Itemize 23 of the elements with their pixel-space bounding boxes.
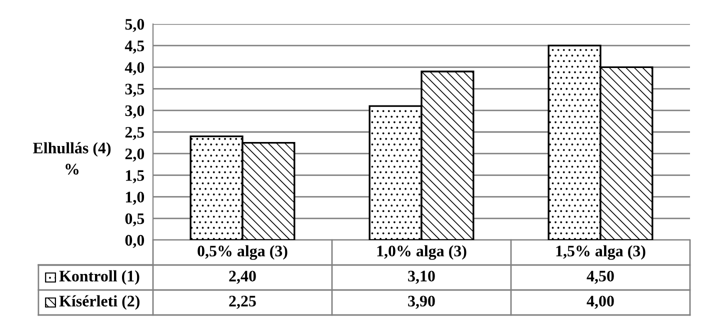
- data-label: 2,40: [229, 270, 256, 284]
- y-tick-label: 2,5: [125, 126, 144, 140]
- data-label: 4,50: [586, 270, 614, 284]
- legend-label: Kísérleti (2): [59, 295, 140, 310]
- data-label: 3,90: [408, 296, 435, 309]
- x-tick-label: 0,5% alga (3): [198, 245, 288, 260]
- y-tick-label: 0,5: [125, 213, 144, 226]
- x-tick-label: 1,0% alga (3): [377, 245, 466, 260]
- y-tick-label: 5,0: [125, 18, 144, 32]
- data-label: 3,10: [408, 270, 435, 284]
- y-tick-label: 4,0: [124, 62, 144, 76]
- y-tick-label: 4,5: [124, 40, 144, 54]
- data-label: 2,25: [229, 296, 256, 309]
- x-tick-label: 1,5% alga (3): [556, 245, 646, 260]
- y-axis-title: Elhullás (4) %: [33, 142, 111, 175]
- y-tick-label: 1,0: [126, 192, 144, 205]
- y-tick-label: 0,0: [125, 234, 144, 248]
- y-tick-label: 3,5: [125, 84, 144, 97]
- y-tick-label: 2,0: [125, 148, 144, 162]
- y-tick-label: 1,5: [126, 170, 144, 184]
- legend-label: Kontroll (1): [59, 270, 140, 285]
- y-tick-label: 3,0: [125, 105, 144, 118]
- data-label: 4,00: [586, 296, 614, 309]
